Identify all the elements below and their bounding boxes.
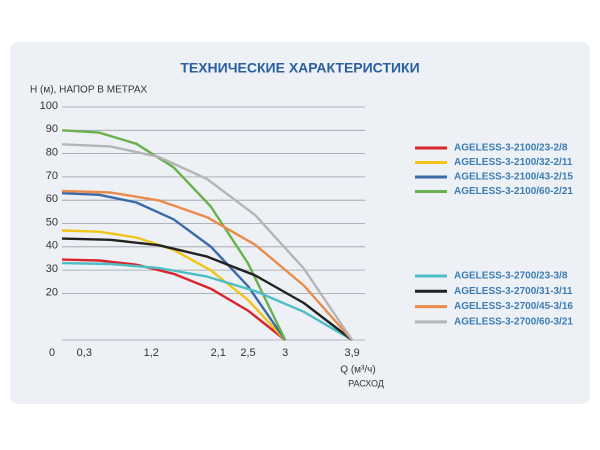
- y-tick-label: 100: [40, 100, 58, 112]
- legend-label: AGELESS-3-2700/23-3/8: [454, 271, 568, 282]
- y-tick-label: 60: [46, 193, 58, 205]
- legend-label: AGELESS-3-2700/31-3/11: [454, 286, 573, 297]
- legend-label: AGELESS-3-2100/23-2/8: [454, 143, 568, 154]
- legend-label: AGELESS-3-2100/60-2/21: [454, 186, 573, 197]
- series-line: [61, 189, 353, 341]
- x-tick-label: 3: [282, 347, 288, 359]
- y-axis-label: H (м), НАПОР В МЕТРАХ: [30, 85, 148, 96]
- x-axis-label: Q (м³/ч): [340, 365, 375, 376]
- chart-title: ТЕХНИЧЕСКИЕ ХАРАКТЕРИСТИКИ: [180, 60, 419, 76]
- x-tick-label: 3,9: [344, 347, 359, 359]
- x-tick-label: 0,3: [77, 347, 92, 359]
- y-tick-label: 90: [46, 123, 58, 135]
- legend-label: AGELESS-3-2700/60-3/21: [454, 317, 573, 328]
- legend-label: AGELESS-3-2100/32-2/11: [454, 157, 573, 168]
- panel: [10, 42, 590, 404]
- y-tick-label: 40: [46, 240, 58, 252]
- y-tick-label: 50: [46, 216, 58, 228]
- y-tick-label: 30: [46, 263, 58, 275]
- y-tick-label: 20: [46, 286, 58, 298]
- legend-label: AGELESS-3-2100/43-2/15: [454, 172, 573, 183]
- x-tick-label: 2,5: [240, 347, 255, 359]
- x-tick-label: 0: [49, 347, 55, 359]
- series-line: [61, 261, 353, 342]
- series-line: [61, 237, 353, 341]
- series-line: [61, 129, 287, 341]
- x-axis-sublabel: РАСХОД: [348, 378, 384, 388]
- series-line: [61, 258, 286, 341]
- x-tick-label: 2,1: [211, 347, 226, 359]
- series-line: [61, 143, 354, 341]
- legend-label: AGELESS-3-2700/45-3/16: [454, 301, 573, 312]
- y-tick-label: 70: [46, 170, 58, 182]
- y-tick-label: 80: [46, 147, 58, 159]
- series-line: [61, 192, 287, 341]
- x-tick-label: 1,2: [144, 347, 159, 359]
